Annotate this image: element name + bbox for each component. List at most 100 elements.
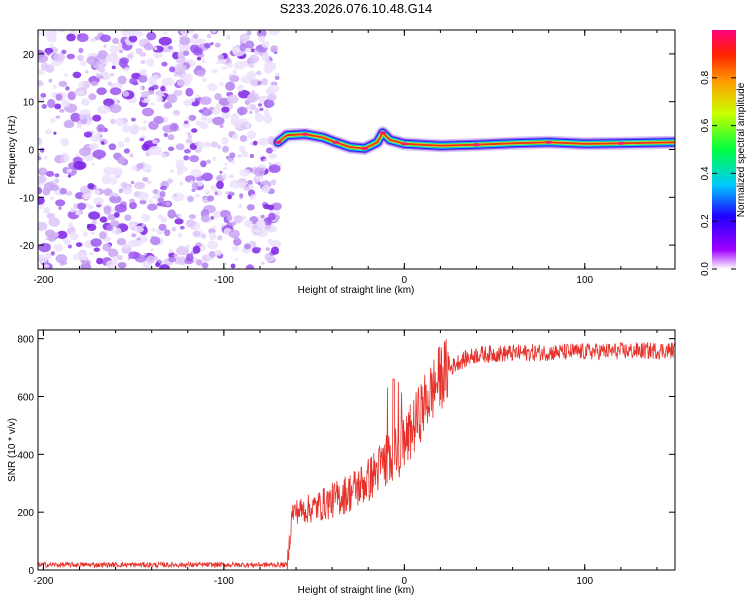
- noise-blob: [70, 112, 81, 123]
- noise-blob: [54, 178, 60, 183]
- noise-blob: [169, 169, 174, 173]
- ridge-peak: [332, 140, 340, 144]
- noise-blob: [109, 87, 122, 96]
- noise-blob: [185, 219, 196, 228]
- noise-blob: [138, 75, 148, 83]
- noise-blob: [219, 170, 223, 174]
- noise-blob: [38, 175, 47, 184]
- noise-blob: [231, 45, 240, 54]
- noise-blob: [275, 210, 280, 215]
- noise-blob: [112, 255, 119, 263]
- noise-blob: [151, 74, 160, 81]
- noise-blob: [109, 104, 122, 114]
- noise-blob: [238, 145, 246, 153]
- noise-blob: [38, 80, 44, 87]
- noise-blob: [73, 160, 86, 171]
- noise-blob: [53, 131, 57, 135]
- noise-blob: [158, 223, 167, 231]
- noise-blob: [268, 162, 272, 166]
- noise-blob: [102, 72, 111, 80]
- noise-blob: [207, 83, 218, 92]
- noise-blob: [247, 92, 259, 103]
- noise-blob: [50, 184, 59, 191]
- noise-blob: [45, 170, 55, 177]
- noise-blob: [78, 47, 84, 54]
- noise-blob: [46, 50, 51, 56]
- noise-blob: [201, 233, 207, 239]
- noise-blob: [238, 89, 251, 99]
- noise-blob: [212, 116, 225, 126]
- noise-blob: [250, 197, 254, 200]
- noise-blob: [201, 262, 209, 269]
- noise-blob: [181, 32, 187, 37]
- noise-blob: [261, 261, 265, 265]
- noise-blob: [88, 117, 93, 122]
- noise-blob: [44, 129, 52, 135]
- noise-blob: [173, 253, 178, 257]
- noise-blob: [228, 229, 240, 239]
- noise-blob: [167, 209, 176, 219]
- noise-blob: [38, 54, 48, 63]
- noise-blob: [168, 45, 173, 50]
- noise-blob: [128, 35, 138, 43]
- noise-blob: [201, 59, 207, 63]
- noise-blob: [168, 248, 174, 254]
- noise-blob: [214, 93, 222, 101]
- noise-blob: [163, 101, 172, 109]
- noise-blob: [240, 39, 245, 44]
- noise-blob: [179, 36, 191, 46]
- noise-blob: [119, 57, 129, 65]
- noise-blob: [174, 73, 178, 77]
- noise-blob: [65, 86, 70, 91]
- noise-blob: [199, 96, 212, 105]
- noise-blob: [259, 107, 264, 111]
- x-tick-label: -100: [214, 275, 234, 286]
- noise-blob: [167, 178, 174, 184]
- noise-blob: [225, 191, 229, 195]
- noise-blob: [177, 213, 182, 218]
- noise-blob: [183, 120, 189, 125]
- noise-blob: [76, 121, 82, 125]
- noise-blob: [130, 124, 140, 134]
- noise-blob: [206, 34, 212, 39]
- noise-blob: [152, 189, 159, 195]
- noise-blob: [53, 243, 64, 252]
- noise-blob: [217, 144, 222, 149]
- noise-blob: [263, 114, 273, 124]
- x-tick-label: 0: [402, 275, 408, 286]
- noise-blob: [160, 85, 166, 92]
- x-tick-label: 0: [402, 576, 408, 587]
- noise-blob: [261, 52, 270, 59]
- noise-blob: [148, 146, 163, 156]
- x-tick-label: -100: [214, 576, 234, 587]
- noise-blob: [236, 106, 248, 116]
- noise-blob: [274, 75, 280, 81]
- noise-blob: [41, 62, 49, 71]
- noise-blob: [266, 147, 273, 154]
- noise-blob: [150, 248, 154, 252]
- y-tick-label: -10: [20, 193, 35, 204]
- noise-blob: [249, 54, 260, 64]
- noise-blob: [221, 136, 229, 145]
- noise-blob: [114, 194, 119, 198]
- noise-blob: [246, 130, 256, 140]
- noise-layer: [38, 30, 282, 269]
- noise-blob: [187, 196, 194, 202]
- noise-blob: [163, 132, 168, 138]
- noise-blob: [209, 106, 215, 111]
- noise-blob: [192, 47, 204, 56]
- noise-blob: [92, 149, 106, 159]
- noise-blob: [201, 172, 213, 182]
- noise-blob: [93, 197, 104, 205]
- x-tick-label: 100: [576, 275, 593, 286]
- noise-blob: [171, 226, 177, 232]
- noise-blob: [96, 87, 107, 95]
- noise-blob: [67, 244, 72, 249]
- noise-blob: [48, 217, 60, 227]
- noise-blob: [198, 109, 204, 113]
- noise-blob: [183, 155, 190, 161]
- noise-blob: [268, 153, 277, 159]
- noise-blob: [146, 31, 157, 41]
- noise-blob: [87, 204, 94, 210]
- noise-blob: [40, 93, 47, 98]
